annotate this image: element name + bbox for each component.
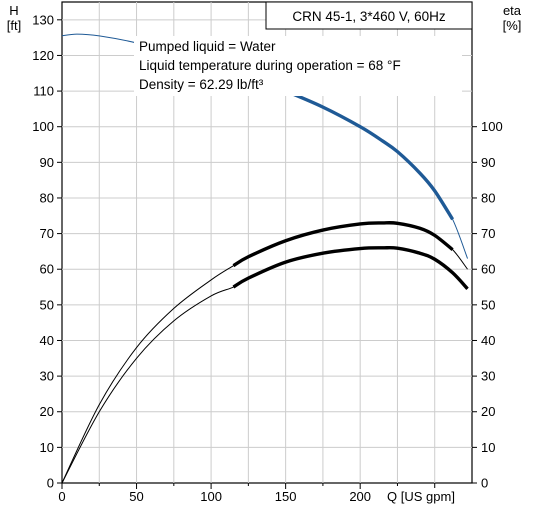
tick-label-left: 60 (40, 262, 54, 277)
tick-label-right: 0 (481, 476, 488, 491)
tick-label-left: 110 (33, 84, 54, 99)
info-line-density: Density = 62.29 lb/ft³ (139, 77, 264, 92)
y-right-unit-symbol: eta (503, 3, 522, 18)
tick-label-right: 50 (481, 297, 495, 312)
tick-label-right: 70 (481, 226, 495, 241)
tick-label-left: 20 (40, 404, 54, 419)
tick-label-right: 20 (481, 404, 495, 419)
efficiency-curve-1 (61, 222, 468, 484)
tick-label-left: 50 (40, 297, 54, 312)
tick-label-right: 30 (481, 369, 495, 384)
legend-box (265, 1, 473, 30)
info-background (134, 36, 462, 96)
tick-label-right: 60 (481, 262, 495, 277)
legend-text: CRN 45-1, 3*460 V, 60Hz (292, 9, 446, 24)
tick-label-right: 80 (481, 190, 495, 205)
tick-label-x: 150 (275, 489, 297, 504)
y-left-unit: [ft] (7, 18, 21, 33)
tick-label-left: 80 (40, 190, 54, 205)
tick-label-left: 70 (40, 226, 54, 241)
tick-label-left: 40 (40, 333, 54, 348)
efficiency-operating-range-1 (232, 221, 454, 268)
efficiency-operating-range-2 (232, 245, 469, 290)
left-axis-ticks: 0 10 20 30 40 50 60 70 80 90 100 110 120 130 (32, 12, 62, 491)
tick-label-x: 100 (200, 489, 222, 504)
tick-label-x: 200 (349, 489, 371, 504)
tick-label-left: 0 (47, 476, 54, 491)
tick-label-x: 50 (129, 489, 143, 504)
y-right-unit: [%] (503, 18, 522, 33)
info-line-temperature: Liquid temperature during operation = 68… (139, 58, 401, 73)
info-line-liquid: Pumped liquid = Water (139, 39, 276, 54)
tick-label-x: 0 (58, 489, 65, 504)
tick-label-left: 100 (32, 119, 54, 134)
x-label-background (372, 488, 470, 506)
tick-label-right: 100 (481, 119, 503, 134)
tick-label-left: 130 (32, 12, 54, 27)
tick-label-right: 90 (481, 155, 495, 170)
right-axis-ticks: 0 10 20 30 40 50 60 70 80 90 100 (472, 119, 503, 491)
tick-label-right: 10 (481, 440, 495, 455)
tick-label-left: 30 (40, 369, 54, 384)
x-axis-label: Q [US gpm] (387, 489, 455, 504)
tick-label-left: 90 (40, 155, 54, 170)
tick-label-left: 120 (32, 48, 54, 63)
tick-label-right: 40 (481, 333, 495, 348)
tick-label-left: 10 (40, 440, 54, 455)
y-left-unit-symbol: H (9, 3, 18, 18)
curves (61, 33, 469, 484)
